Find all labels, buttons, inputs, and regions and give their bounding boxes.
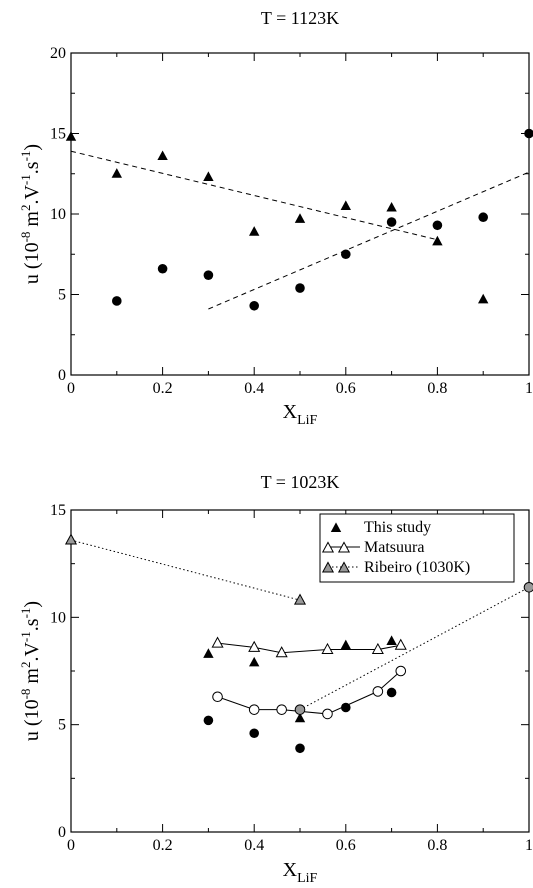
x-axis-label: XLiF bbox=[283, 401, 318, 428]
legend-marker bbox=[321, 561, 335, 573]
legend-label: This study bbox=[364, 519, 431, 536]
data-point bbox=[478, 212, 489, 223]
data-point bbox=[275, 646, 288, 658]
data-point bbox=[341, 702, 351, 713]
x-tick-label: 0.4 bbox=[244, 837, 264, 854]
y-axis-label: u (10-8 m2.V-1.s-1) bbox=[18, 144, 43, 284]
data-point bbox=[386, 201, 397, 212]
y-tick-label: 15 bbox=[50, 126, 66, 143]
data-point bbox=[211, 636, 224, 648]
data-point bbox=[294, 712, 306, 723]
data-point bbox=[371, 642, 384, 655]
x-tick-label: 0.4 bbox=[244, 380, 264, 397]
legend-marker bbox=[330, 522, 342, 532]
data-point bbox=[394, 638, 407, 650]
data-point bbox=[293, 593, 307, 605]
data-point bbox=[249, 656, 260, 667]
data-point bbox=[212, 691, 223, 703]
x-tick-label: 1 bbox=[525, 837, 533, 854]
data-point bbox=[112, 296, 122, 306]
chart-title: T = 1023K bbox=[261, 472, 340, 492]
legend-marker bbox=[337, 561, 351, 573]
data-point bbox=[341, 249, 351, 260]
data-point bbox=[340, 639, 351, 650]
data-point bbox=[395, 665, 407, 677]
data-point bbox=[249, 226, 260, 236]
x-tick-label: 0.2 bbox=[153, 837, 173, 854]
legend-label: Matsuura bbox=[364, 539, 424, 556]
data-point bbox=[203, 648, 214, 658]
legend-marker bbox=[337, 541, 351, 553]
trend-line bbox=[208, 171, 530, 310]
data-point bbox=[64, 533, 78, 545]
y-tick-label: 5 bbox=[58, 717, 66, 734]
y-axis-label: u (10-8 m2.V-1.s-1) bbox=[18, 601, 43, 741]
data-point bbox=[432, 220, 443, 231]
x-tick-label: 0 bbox=[67, 380, 75, 397]
y-tick-label: 0 bbox=[58, 824, 66, 841]
x-tick-label: 0 bbox=[67, 837, 75, 854]
data-point bbox=[386, 217, 397, 227]
legend-marker bbox=[321, 541, 335, 553]
data-point bbox=[294, 213, 306, 223]
data-point bbox=[478, 293, 489, 304]
x-tick-label: 0.6 bbox=[336, 837, 356, 854]
data-point bbox=[203, 171, 214, 181]
x-tick-label: 0.8 bbox=[427, 380, 447, 397]
data-point bbox=[203, 715, 214, 726]
data-point bbox=[248, 640, 261, 652]
data-point bbox=[295, 283, 305, 293]
series-line bbox=[217, 642, 401, 654]
y-tick-label: 5 bbox=[58, 287, 66, 304]
data-point bbox=[294, 704, 306, 715]
data-point bbox=[249, 728, 259, 739]
data-point bbox=[157, 150, 168, 161]
y-tick-label: 0 bbox=[58, 367, 66, 384]
data-point bbox=[65, 131, 77, 141]
y-tick-label: 10 bbox=[50, 206, 66, 223]
series-line bbox=[70, 539, 301, 601]
data-point bbox=[340, 200, 351, 210]
x-tick-label: 1 bbox=[525, 380, 533, 397]
data-point bbox=[386, 635, 397, 645]
legend-box bbox=[319, 513, 515, 583]
legend-label: Ribeiro (1030K) bbox=[364, 559, 470, 576]
data-point bbox=[276, 704, 287, 715]
series-line bbox=[299, 586, 530, 711]
data-point bbox=[322, 708, 333, 720]
x-tick-label: 0.8 bbox=[427, 837, 447, 854]
data-point bbox=[523, 581, 533, 593]
data-point bbox=[432, 235, 443, 246]
data-point bbox=[321, 642, 334, 655]
chart-title: T = 1123K bbox=[261, 8, 339, 28]
y-tick-label: 10 bbox=[50, 609, 66, 626]
data-point bbox=[157, 263, 168, 274]
data-point bbox=[248, 704, 260, 715]
data-point bbox=[249, 300, 259, 311]
x-tick-label: 0.6 bbox=[336, 380, 356, 397]
x-axis-label: XLiF bbox=[283, 859, 318, 886]
x-tick-label: 0.2 bbox=[153, 380, 173, 397]
data-point bbox=[295, 743, 305, 754]
data-point bbox=[524, 128, 533, 139]
data-point bbox=[372, 686, 384, 697]
data-point bbox=[386, 687, 397, 698]
y-tick-label: 15 bbox=[50, 502, 66, 519]
y-tick-label: 20 bbox=[50, 45, 66, 62]
data-point bbox=[111, 168, 122, 178]
data-point bbox=[203, 270, 214, 280]
